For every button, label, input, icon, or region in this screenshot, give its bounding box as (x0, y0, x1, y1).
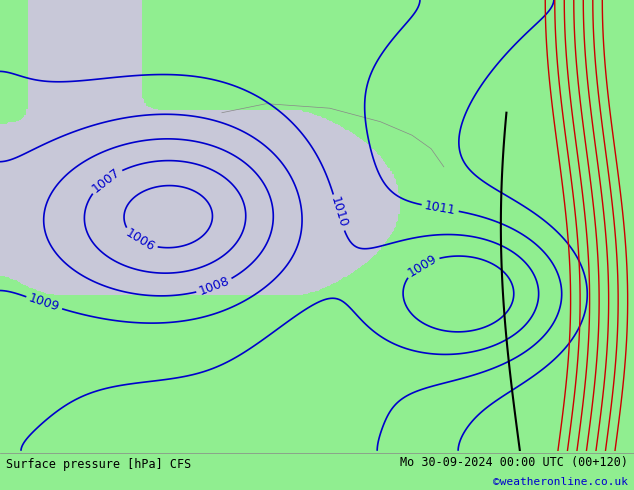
Text: Mo 30-09-2024 00:00 UTC (00+120): Mo 30-09-2024 00:00 UTC (00+120) (399, 456, 628, 469)
Text: 1009: 1009 (405, 251, 439, 279)
Text: ©weatheronline.co.uk: ©weatheronline.co.uk (493, 477, 628, 487)
Text: 1010: 1010 (328, 196, 349, 230)
Text: 1011: 1011 (424, 199, 457, 217)
Text: 1009: 1009 (27, 292, 61, 314)
Text: 1007: 1007 (89, 165, 122, 195)
Text: 1006: 1006 (123, 227, 157, 254)
Text: 1008: 1008 (197, 275, 231, 298)
Text: Surface pressure [hPa] CFS: Surface pressure [hPa] CFS (6, 458, 191, 471)
